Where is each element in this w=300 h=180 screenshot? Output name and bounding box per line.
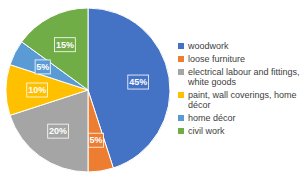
- svg-text:10%: 10%: [28, 85, 46, 95]
- svg-text:5%: 5%: [36, 62, 49, 72]
- svg-text:45%: 45%: [129, 77, 147, 87]
- html-text:woodwork: woodwork: [188, 41, 229, 51]
- html-text:electrical labour and fittings: electrical labour and fittings, white go…: [188, 67, 300, 87]
- html-text:home décor: home décor: [188, 113, 236, 123]
- svg-text:15%: 15%: [56, 40, 74, 50]
- html-text:civil work: civil work: [188, 126, 225, 136]
- svg-text:20%: 20%: [49, 126, 67, 136]
- html-text:loose furniture: loose furniture: [188, 54, 245, 64]
- svg-text:5%: 5%: [89, 135, 102, 145]
- html-text:paint, wall coverings, home dé: paint, wall coverings, home décor: [188, 90, 297, 110]
